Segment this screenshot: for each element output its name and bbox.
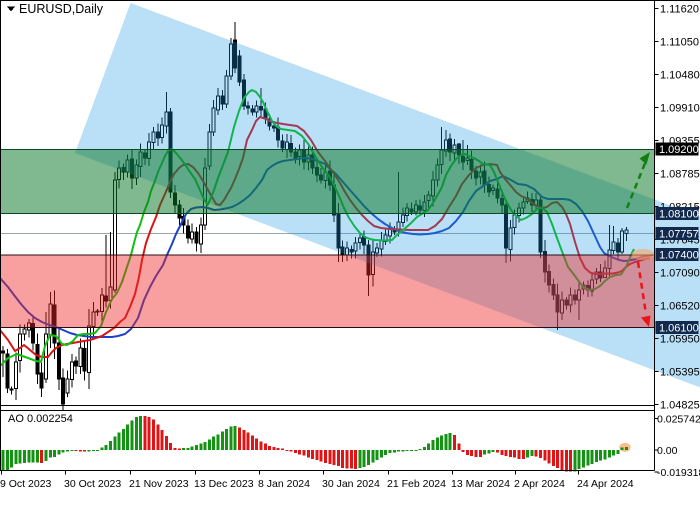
svg-text:-0.019318: -0.019318 [657,467,700,479]
svg-text:1.04825: 1.04825 [660,400,700,412]
svg-text:1.09200: 1.09200 [659,144,699,156]
svg-text:0.00: 0.00 [657,445,678,457]
svg-text:13 Dec 2023: 13 Dec 2023 [194,478,254,490]
svg-text:AO 0.002254: AO 0.002254 [8,413,73,425]
svg-text:30 Oct 2023: 30 Oct 2023 [64,478,121,490]
svg-text:1.06520: 1.06520 [660,301,700,313]
svg-text:1.07090: 1.07090 [660,268,700,280]
svg-text:1.06100: 1.06100 [659,323,699,335]
svg-text:21 Feb 2024: 21 Feb 2024 [387,478,446,490]
svg-text:1.10480: 1.10480 [660,70,700,82]
svg-text:9 Oct 2023: 9 Oct 2023 [0,478,52,490]
svg-text:1.07400: 1.07400 [659,250,699,262]
svg-text:1.09910: 1.09910 [660,103,700,115]
svg-text:21 Nov 2023: 21 Nov 2023 [129,478,189,490]
svg-text:13 Mar 2024: 13 Mar 2024 [451,478,510,490]
svg-text:0.025742: 0.025742 [657,414,700,426]
svg-text:24 Apr 2024: 24 Apr 2024 [577,478,634,490]
svg-text:1.05950: 1.05950 [660,334,700,346]
svg-text:1.08785: 1.08785 [660,169,700,181]
svg-text:8 Jan 2024: 8 Jan 2024 [258,478,310,490]
svg-text:1.05395: 1.05395 [660,367,700,379]
svg-text:2 Apr 2024: 2 Apr 2024 [514,478,565,490]
svg-text:30 Jan 2024: 30 Jan 2024 [322,478,380,490]
svg-text:1.07757: 1.07757 [659,229,699,241]
svg-text:1.11050: 1.11050 [660,37,699,49]
svg-text:1.08100: 1.08100 [659,209,699,221]
svg-text:1.11620: 1.11620 [660,4,699,16]
svg-text:EURUSD,Daily: EURUSD,Daily [19,2,104,16]
